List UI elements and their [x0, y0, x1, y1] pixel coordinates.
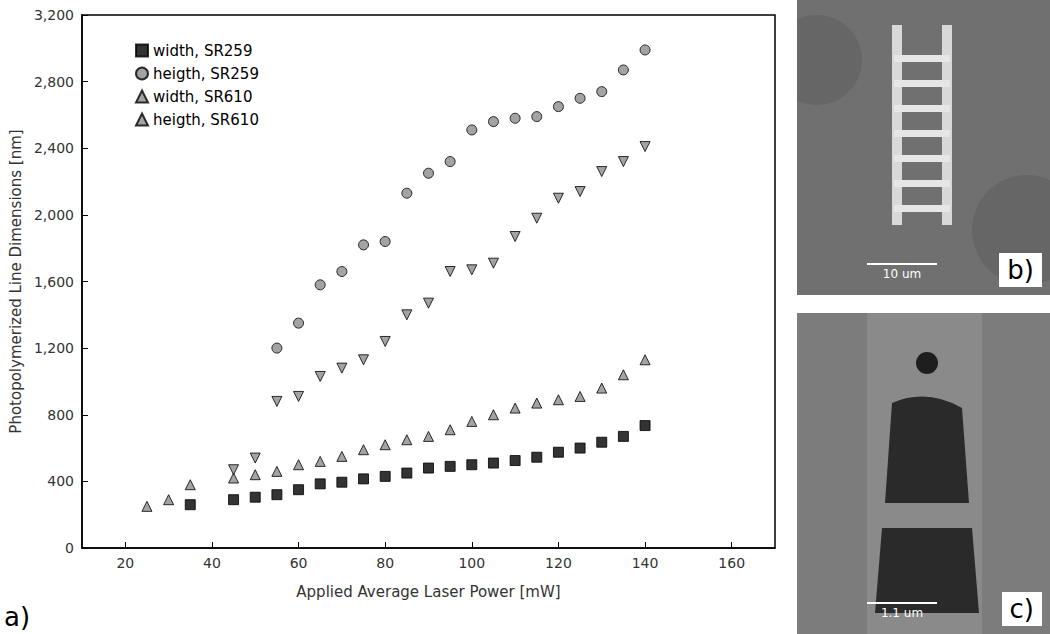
svg-text:20: 20	[116, 555, 134, 571]
svg-text:140: 140	[632, 555, 659, 571]
svg-text:heigth, SR610: heigth, SR610	[153, 111, 259, 129]
svg-text:80: 80	[376, 555, 394, 571]
html-text:b): b)	[1007, 255, 1034, 285]
svg-text:2,400: 2,400	[34, 140, 74, 156]
svg-text:40: 40	[203, 555, 221, 571]
html-text:c): c)	[1009, 594, 1034, 624]
svg-text:0: 0	[65, 540, 74, 556]
svg-text:Photopolymerized Line Dimensio: Photopolymerized Line Dimensions [nm]	[7, 129, 25, 433]
svg-text:2,800: 2,800	[34, 74, 74, 90]
svg-text:width, SR610: width, SR610	[153, 88, 252, 106]
svg-text:a): a)	[4, 602, 30, 632]
svg-text:Applied Average Laser Power [m: Applied Average Laser Power [mW]	[296, 583, 560, 601]
svg-text:2,000: 2,000	[34, 207, 74, 223]
svg-text:60: 60	[290, 555, 308, 571]
svg-text:160: 160	[718, 555, 745, 571]
svg-text:120: 120	[545, 555, 572, 571]
html-text:10 um: 10 um	[882, 267, 922, 281]
svg-text:800: 800	[47, 407, 74, 423]
svg-text:1,600: 1,600	[34, 274, 74, 290]
svg-text:heigth, SR259: heigth, SR259	[153, 65, 259, 83]
svg-text:width, SR259: width, SR259	[153, 42, 252, 60]
svg-text:100: 100	[458, 555, 485, 571]
svg-text:3,200: 3,200	[34, 7, 74, 23]
svg-text:400: 400	[47, 473, 74, 489]
svg-text:1,200: 1,200	[34, 340, 74, 356]
html-text:1.1 um: 1.1 um	[880, 606, 924, 620]
